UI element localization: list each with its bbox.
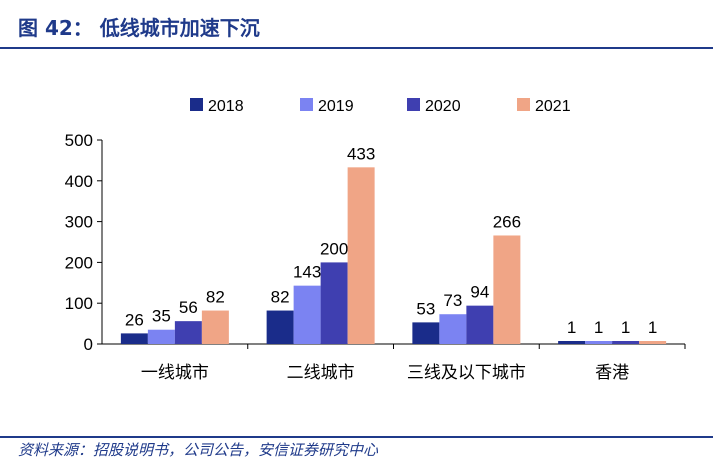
bar bbox=[347, 167, 375, 344]
legend-swatch bbox=[190, 98, 203, 111]
data-label: 433 bbox=[347, 144, 375, 163]
bar bbox=[293, 285, 321, 344]
bar bbox=[266, 310, 294, 344]
header: 图 42： 低线城市加速下沉 bbox=[0, 0, 713, 52]
y-tick-label: 300 bbox=[65, 213, 93, 232]
bar bbox=[120, 333, 148, 344]
chart-title: 图 42： 低线城市加速下沉 bbox=[18, 16, 260, 40]
title-divider bbox=[0, 47, 713, 49]
bar bbox=[174, 321, 202, 344]
data-label: 266 bbox=[493, 212, 521, 231]
data-label: 26 bbox=[125, 310, 144, 329]
footer-divider bbox=[0, 436, 713, 438]
legend-label: 2021 bbox=[535, 98, 571, 115]
bar bbox=[439, 314, 467, 344]
data-label: 56 bbox=[179, 298, 198, 317]
legend-label: 2020 bbox=[425, 98, 461, 115]
data-label: 82 bbox=[271, 288, 290, 307]
axes: 0 100 200 300 400 500 一线城市 二线城市 三线及以下城市 香港 bbox=[65, 131, 686, 383]
data-label: 1 bbox=[648, 318, 657, 337]
bar bbox=[412, 322, 440, 344]
data-label: 82 bbox=[206, 288, 225, 307]
y-tick-label: 100 bbox=[65, 294, 93, 313]
category-label: 香港 bbox=[595, 363, 629, 383]
source-note: 资料来源：招股说明书，公司公告，安信证券研究中心 bbox=[18, 441, 379, 459]
data-label: 1 bbox=[594, 318, 603, 337]
data-label: 73 bbox=[443, 291, 462, 310]
bar bbox=[466, 305, 494, 344]
legend-label: 2018 bbox=[208, 98, 244, 115]
data-label: 200 bbox=[320, 239, 348, 258]
bar bbox=[612, 341, 640, 344]
bar bbox=[493, 235, 521, 344]
category-label: 三线及以下城市 bbox=[407, 363, 526, 383]
bar bbox=[201, 310, 229, 344]
bar bbox=[585, 341, 613, 344]
y-tick-label: 0 bbox=[84, 335, 93, 354]
bar bbox=[639, 341, 667, 344]
bar bbox=[558, 341, 586, 344]
data-label: 35 bbox=[152, 307, 171, 326]
legend-swatch bbox=[407, 98, 420, 111]
y-tick-label: 400 bbox=[65, 172, 93, 191]
data-label: 1 bbox=[621, 318, 630, 337]
legend-label: 2019 bbox=[318, 98, 354, 115]
data-label: 53 bbox=[416, 299, 435, 318]
category-label: 二线城市 bbox=[287, 363, 355, 383]
y-tick-label: 500 bbox=[65, 131, 93, 150]
legend: 2018 2019 2020 2021 bbox=[190, 98, 571, 115]
legend-swatch bbox=[517, 98, 530, 111]
bar bbox=[147, 329, 175, 344]
bar bbox=[320, 262, 348, 344]
category-label: 一线城市 bbox=[141, 363, 209, 383]
data-label: 143 bbox=[293, 263, 321, 282]
legend-swatch bbox=[300, 98, 313, 111]
data-label: 94 bbox=[470, 283, 489, 302]
y-tick-label: 200 bbox=[65, 253, 93, 272]
data-label: 1 bbox=[567, 318, 576, 337]
